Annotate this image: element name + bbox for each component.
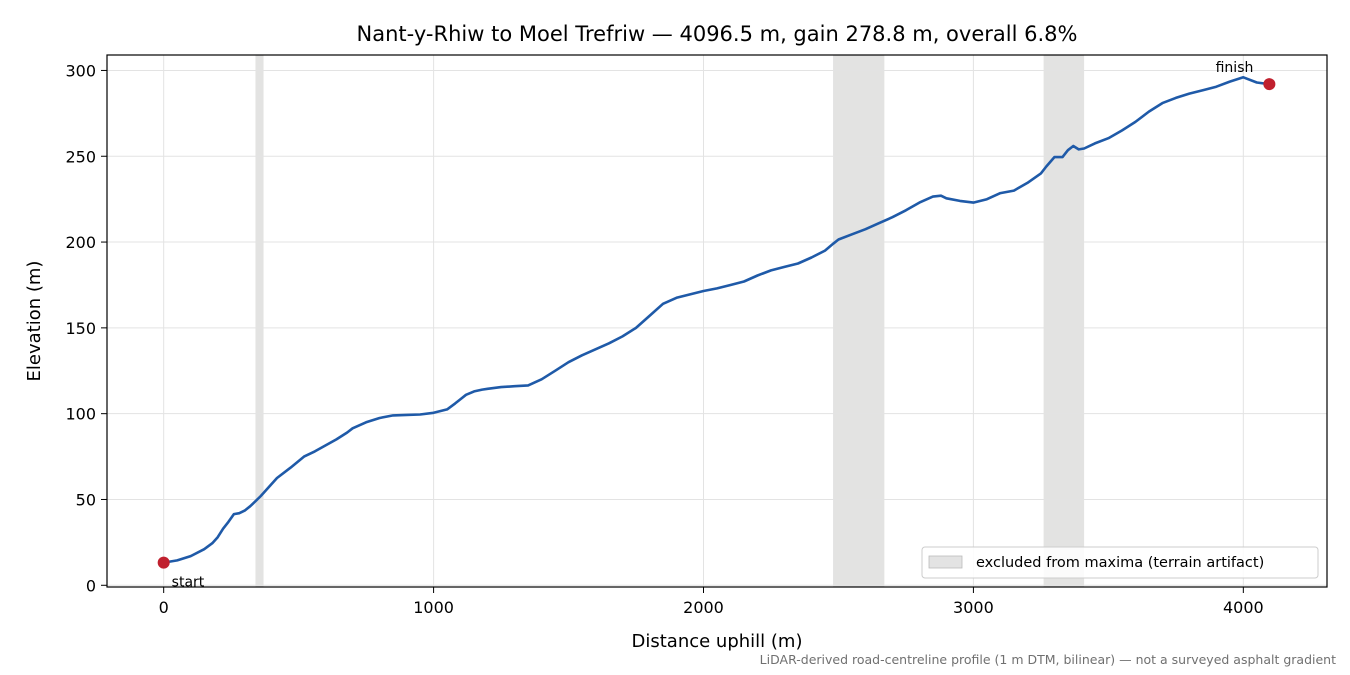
- plot-area: start finish: [106, 54, 1328, 591]
- elevation-line: [162, 76, 1271, 564]
- x-tick-label: 2000: [683, 598, 724, 617]
- plot-background: [107, 55, 1327, 587]
- y-tick-label: 250: [65, 147, 96, 166]
- x-tick-label: 1000: [413, 598, 454, 617]
- footnote: LiDAR-derived road-centreline profile (1…: [760, 652, 1336, 667]
- legend-swatch-excluded: [928, 555, 963, 569]
- annotation-start: start: [172, 575, 205, 591]
- x-axis-ticks: 0 1000 2000 3000 4000: [159, 587, 1264, 617]
- marker-start: [157, 556, 170, 569]
- marker-finish: [1263, 78, 1276, 91]
- legend-box: [921, 546, 1319, 579]
- legend: excluded from maxima (terrain artifact): [921, 546, 1319, 579]
- y-tick-label: 50: [76, 490, 96, 509]
- chart-title: Nant-y-Rhiw to Moel Trefriw — 4096.5 m, …: [357, 22, 1078, 46]
- x-tick-label: 4000: [1223, 598, 1264, 617]
- x-axis-label: Distance uphill (m): [632, 631, 803, 652]
- excluded-band-1: [255, 55, 264, 587]
- y-tick-label: 0: [86, 576, 96, 595]
- gridlines: [107, 55, 1327, 587]
- y-axis-ticks: 0 50 100 150 200 250 300: [65, 61, 107, 595]
- y-axis-label: Elevation (m): [24, 261, 45, 382]
- annotation-finish: finish: [1216, 60, 1254, 76]
- legend-entry-excluded: excluded from maxima (terrain artifact): [976, 555, 1264, 571]
- plot-frame: [106, 54, 1328, 588]
- y-tick-label: 300: [65, 61, 96, 80]
- x-tick-label: 3000: [953, 598, 994, 617]
- y-tick-label: 150: [65, 319, 96, 338]
- excluded-band-3: [1043, 55, 1085, 587]
- x-tick-label: 0: [159, 598, 169, 617]
- excluded-band-2: [833, 55, 885, 587]
- y-tick-label: 100: [65, 405, 96, 424]
- y-tick-label: 200: [65, 233, 96, 252]
- excluded-ranges: [255, 55, 1085, 587]
